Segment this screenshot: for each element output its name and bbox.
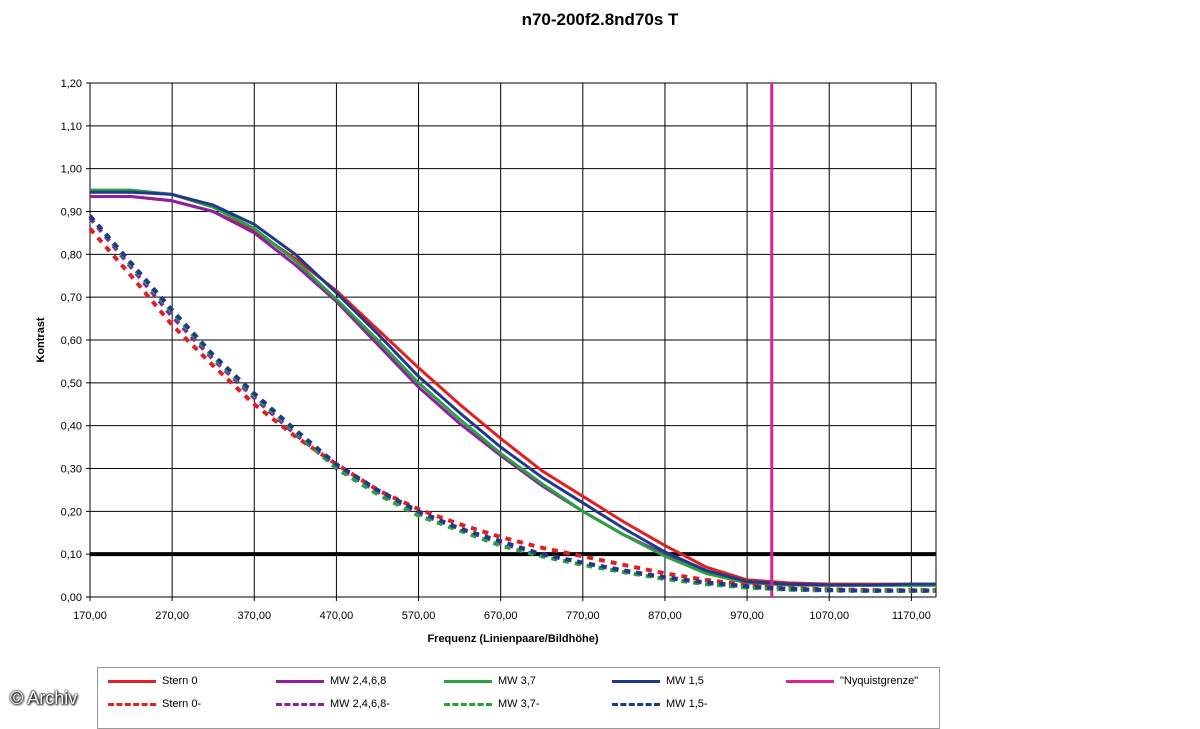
x-tick-label: 970,00	[730, 610, 764, 622]
legend-label: Stern 0-	[162, 698, 202, 710]
y-tick-label: 0,30	[61, 464, 82, 476]
series-line	[88, 227, 936, 593]
x-tick-label: 170,00	[73, 610, 107, 622]
series-line	[90, 190, 936, 587]
y-tick-label: 0,80	[61, 249, 82, 261]
x-tick-label: 870,00	[648, 610, 682, 622]
legend-item: "Nyquistgrenze"	[786, 673, 918, 689]
x-tick-label: 1070,00	[809, 610, 849, 622]
series-layer	[88, 83, 936, 597]
legend-item: MW 2,4,6,8-	[276, 696, 390, 712]
x-tick-label: 370,00	[237, 610, 271, 622]
y-tick-label: 1,00	[61, 164, 82, 176]
legend-label: Stern 0	[162, 675, 198, 687]
y-tick-label: 0,60	[61, 335, 82, 347]
legend-item: Stern 0-	[108, 696, 201, 712]
legend-swatch	[612, 702, 660, 706]
series-line	[88, 214, 936, 593]
legend-swatch	[786, 679, 834, 683]
legend-label: MW 1,5-	[666, 698, 708, 710]
copyright-icon: ©	[10, 688, 24, 708]
chart-canvas: 0,00 0,10 0,20 0,30 0,40 0,50 0,60 0,70 0,80 0,90…	[35, 78, 937, 645]
legend-item: MW 2,4,6,8	[276, 673, 386, 689]
y-axis-label: Kontrast	[35, 317, 47, 363]
legend: Stern 0 MW 2,4,6,8 MW 3,7 MW 1,5 "Nyquistgre…	[97, 667, 940, 729]
y-tick-label: 1,20	[61, 78, 82, 90]
tick-layer: 0,00 0,10 0,20 0,30 0,40 0,50 0,60 0,70 0,80 0,90…	[61, 78, 931, 622]
series-line	[88, 214, 936, 593]
x-tick-label: 670,00	[484, 610, 518, 622]
legend-label: MW 2,4,6,8	[330, 675, 387, 687]
x-tick-label: 770,00	[566, 610, 600, 622]
legend-swatch	[444, 702, 492, 706]
watermark: © Archiv	[10, 688, 77, 709]
x-axis-label: Frequenz (Linienpaare/Bildhöhe)	[427, 633, 598, 645]
legend-item: MW 3,7-	[444, 696, 540, 712]
legend-item: MW 1,5-	[612, 696, 708, 712]
y-tick-label: 1,10	[61, 121, 82, 133]
legend-label: "Nyquistgrenze"	[840, 675, 919, 687]
y-tick-label: 0,50	[61, 378, 82, 390]
legend-swatch	[276, 702, 324, 706]
x-tick-label: 470,00	[320, 610, 354, 622]
legend-item: MW 3,7	[444, 673, 536, 689]
legend-swatch	[108, 702, 156, 706]
legend-label: MW 3,7-	[498, 698, 540, 710]
x-tick-label: 570,00	[402, 610, 436, 622]
y-tick-label: 0,40	[61, 421, 82, 433]
legend-swatch	[276, 679, 324, 683]
x-tick-label: 1170,00	[892, 610, 931, 622]
legend-label: MW 1,5	[666, 675, 704, 687]
x-tick-label: 270,00	[155, 610, 189, 622]
y-tick-label: 0,20	[61, 506, 82, 518]
legend-item: MW 1,5	[612, 673, 704, 689]
y-tick-label: 0,00	[61, 592, 82, 604]
legend-swatch	[108, 679, 156, 683]
y-tick-label: 0,90	[61, 207, 82, 219]
y-tick-label: 0,10	[61, 549, 82, 561]
legend-swatch	[444, 679, 492, 683]
legend-label: MW 2,4,6,8-	[330, 698, 390, 710]
chart-title: n70-200f2.8nd70s T	[521, 10, 679, 29]
legend-swatch	[612, 679, 660, 683]
legend-item: Stern 0	[108, 673, 197, 689]
legend-label: MW 3,7	[498, 675, 536, 687]
y-tick-label: 0,70	[61, 292, 82, 304]
watermark-text: Archiv	[27, 688, 78, 708]
